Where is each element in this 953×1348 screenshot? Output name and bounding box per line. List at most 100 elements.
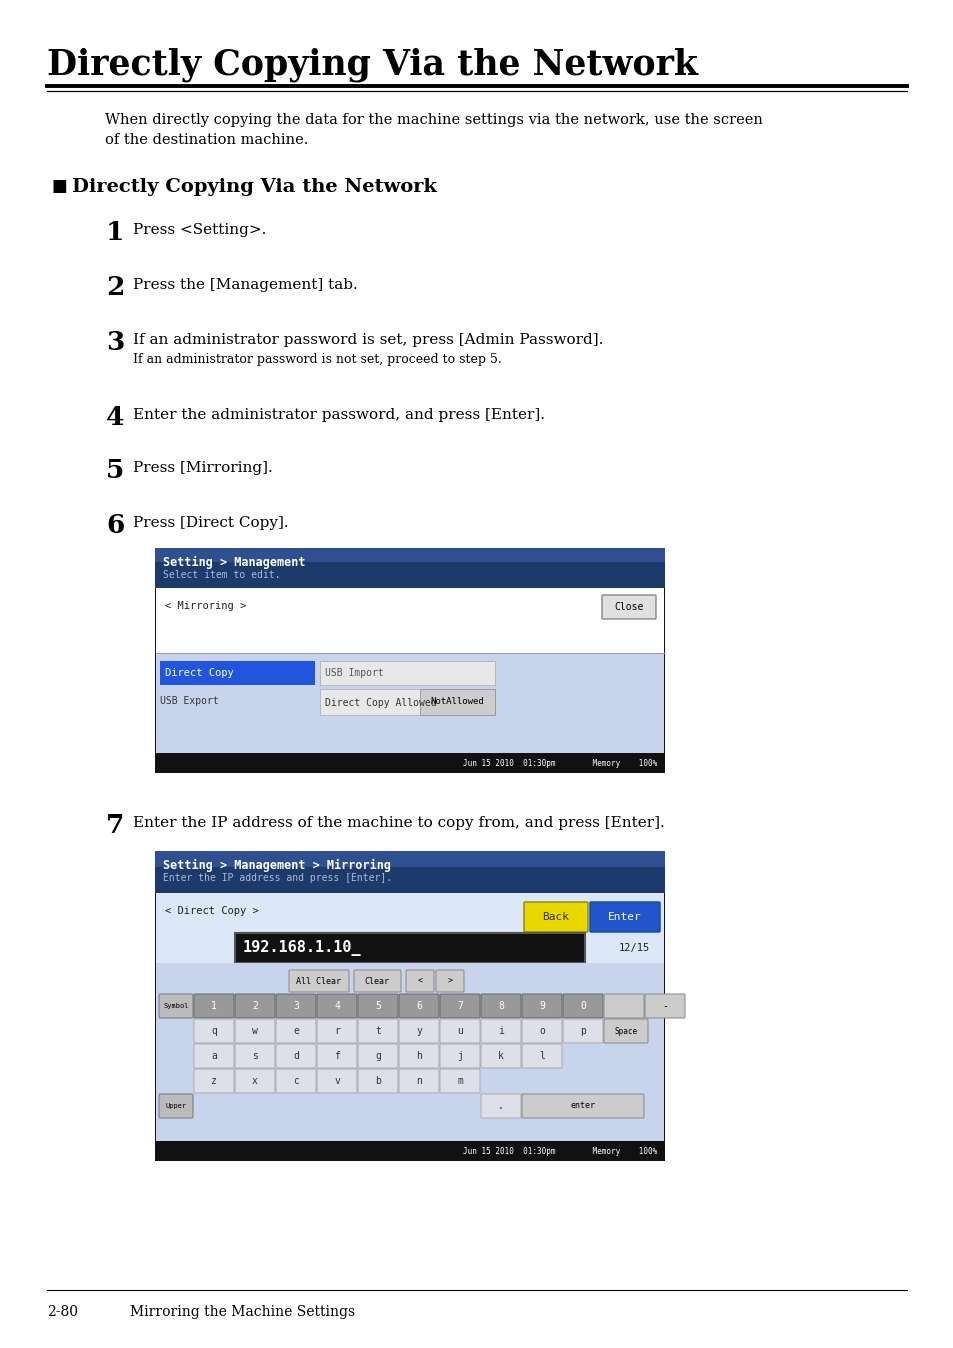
Text: n: n [416, 1076, 421, 1086]
Bar [234, 933, 584, 962]
Bar [154, 754, 664, 772]
Text: enter: enter [570, 1101, 595, 1111]
Text: x: x [252, 1076, 257, 1086]
FancyBboxPatch shape [398, 1069, 438, 1093]
Bar [154, 549, 664, 588]
Text: Close: Close [614, 603, 643, 612]
FancyBboxPatch shape [357, 1069, 397, 1093]
FancyBboxPatch shape [521, 1095, 643, 1117]
FancyBboxPatch shape [316, 993, 356, 1018]
FancyBboxPatch shape [521, 1043, 561, 1068]
Text: 3: 3 [293, 1002, 298, 1011]
FancyBboxPatch shape [357, 1019, 397, 1043]
Text: k: k [497, 1051, 503, 1061]
Text: When directly copying the data for the machine settings via the network, use the: When directly copying the data for the m… [105, 113, 762, 127]
Text: h: h [416, 1051, 421, 1061]
Text: t: t [375, 1026, 380, 1037]
Text: 2: 2 [106, 275, 124, 301]
Text: .: . [497, 1101, 503, 1111]
Text: 4: 4 [106, 404, 125, 430]
FancyBboxPatch shape [562, 1019, 602, 1043]
Text: Press <Setting>.: Press <Setting>. [132, 222, 266, 237]
Bar [156, 652, 663, 754]
Text: ■: ■ [52, 178, 68, 195]
Bar [156, 892, 663, 962]
Text: Jun 15 2010  01:30pm        Memory    100%: Jun 15 2010 01:30pm Memory 100% [462, 1147, 657, 1155]
FancyBboxPatch shape [289, 971, 349, 992]
Text: g: g [375, 1051, 380, 1061]
Text: v: v [334, 1076, 339, 1086]
Text: 6: 6 [106, 514, 124, 538]
Text: b: b [375, 1076, 380, 1086]
Text: Press [Direct Copy].: Press [Direct Copy]. [132, 516, 289, 530]
FancyBboxPatch shape [398, 1019, 438, 1043]
FancyBboxPatch shape [316, 1069, 356, 1093]
FancyBboxPatch shape [439, 1019, 479, 1043]
Text: Enter the administrator password, and press [Enter].: Enter the administrator password, and pr… [132, 408, 544, 422]
Text: USB Import: USB Import [325, 669, 383, 678]
Text: 0: 0 [579, 1002, 585, 1011]
Text: All Clear: All Clear [296, 976, 341, 985]
FancyBboxPatch shape [521, 1019, 561, 1043]
Text: Symbol: Symbol [163, 1003, 189, 1010]
Text: 12/15: 12/15 [618, 944, 649, 953]
FancyBboxPatch shape [439, 1069, 479, 1093]
FancyBboxPatch shape [357, 993, 397, 1018]
FancyBboxPatch shape [159, 1095, 193, 1117]
Text: Space: Space [614, 1026, 637, 1035]
Text: 3: 3 [106, 330, 124, 355]
Text: Mirroring the Machine Settings: Mirroring the Machine Settings [130, 1305, 355, 1318]
Bar [160, 661, 314, 685]
Text: 8: 8 [497, 1002, 503, 1011]
Text: d: d [293, 1051, 298, 1061]
Text: Upper: Upper [165, 1103, 187, 1109]
Bar [154, 549, 664, 772]
Text: Press [Mirroring].: Press [Mirroring]. [132, 461, 273, 474]
FancyBboxPatch shape [398, 1043, 438, 1068]
Text: Select item to edit.: Select item to edit. [163, 570, 280, 580]
Text: Enter the IP address and press [Enter].: Enter the IP address and press [Enter]. [163, 874, 392, 883]
FancyBboxPatch shape [234, 1043, 274, 1068]
Text: f: f [334, 1051, 339, 1061]
Text: o: o [538, 1026, 544, 1037]
Bar [154, 851, 664, 892]
Text: z: z [211, 1076, 216, 1086]
Bar [319, 661, 495, 685]
FancyBboxPatch shape [406, 971, 434, 992]
Text: 2: 2 [252, 1002, 257, 1011]
Text: r: r [334, 1026, 339, 1037]
Text: y: y [416, 1026, 421, 1037]
FancyBboxPatch shape [603, 993, 643, 1018]
FancyBboxPatch shape [480, 993, 520, 1018]
Bar [154, 549, 664, 562]
FancyBboxPatch shape [480, 1095, 520, 1117]
FancyBboxPatch shape [398, 993, 438, 1018]
Bar [154, 851, 664, 1161]
Text: 2-80: 2-80 [47, 1305, 78, 1318]
Text: NotAllowed: NotAllowed [430, 697, 483, 706]
Text: < Mirroring >: < Mirroring > [165, 601, 246, 611]
FancyBboxPatch shape [357, 1043, 397, 1068]
Text: -: - [661, 1002, 667, 1011]
FancyBboxPatch shape [275, 1069, 315, 1093]
Text: Clear: Clear [364, 976, 389, 985]
FancyBboxPatch shape [275, 1043, 315, 1068]
Text: i: i [497, 1026, 503, 1037]
Text: Back: Back [542, 913, 569, 922]
Text: If an administrator password is set, press [Admin Password].: If an administrator password is set, pre… [132, 333, 602, 346]
Text: s: s [252, 1051, 257, 1061]
Text: 9: 9 [538, 1002, 544, 1011]
Text: 7: 7 [456, 1002, 462, 1011]
FancyBboxPatch shape [601, 594, 656, 619]
FancyBboxPatch shape [523, 902, 587, 931]
Text: l: l [538, 1051, 544, 1061]
FancyBboxPatch shape [193, 993, 233, 1018]
FancyBboxPatch shape [234, 1069, 274, 1093]
Text: u: u [456, 1026, 462, 1037]
Text: e: e [293, 1026, 298, 1037]
FancyBboxPatch shape [159, 993, 193, 1018]
FancyBboxPatch shape [644, 993, 684, 1018]
FancyBboxPatch shape [234, 993, 274, 1018]
Text: Directly Copying Via the Network: Directly Copying Via the Network [71, 178, 436, 195]
Text: of the destination machine.: of the destination machine. [105, 133, 308, 147]
